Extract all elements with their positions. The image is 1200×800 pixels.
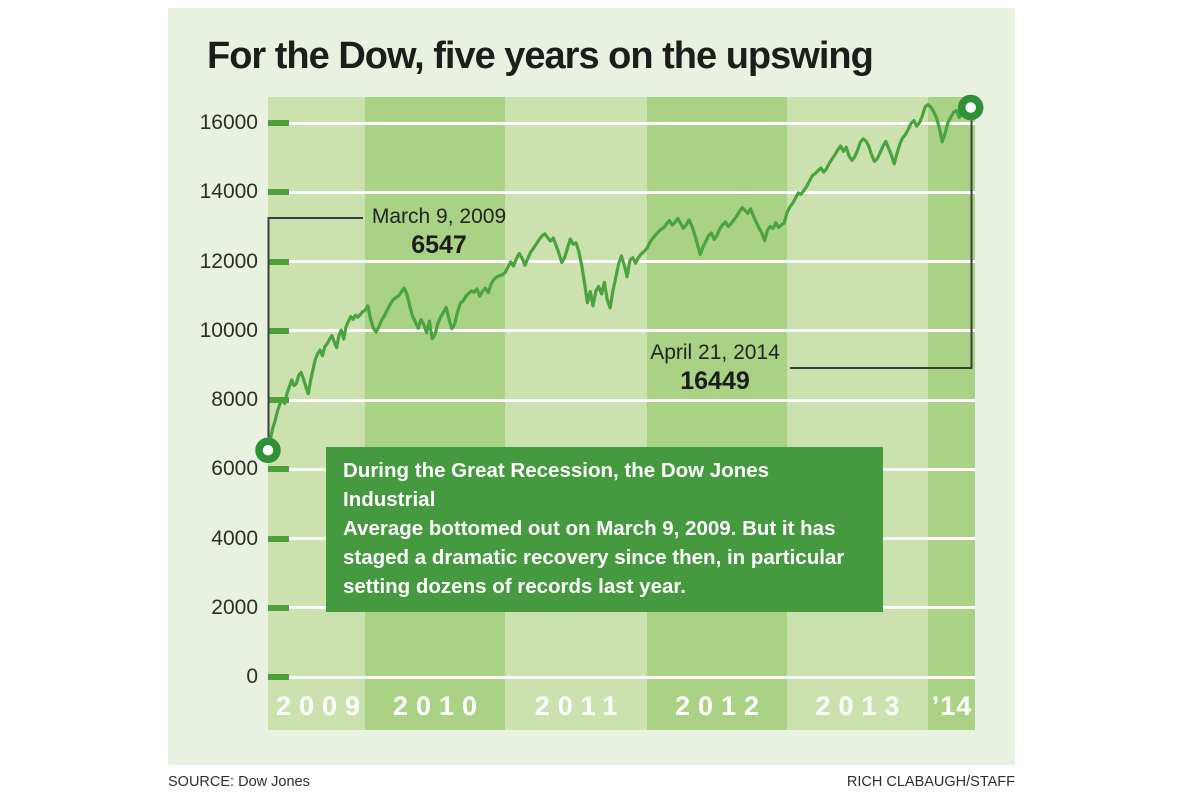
y-axis-label: 0 [246, 665, 258, 688]
annotation-start: March 9, 2009 6547 [368, 204, 510, 260]
gridline-0 [268, 675, 975, 679]
annotation-end-value: 16449 [680, 367, 750, 395]
author-credit: RICH CLABAUGH/STAFF [846, 774, 1015, 790]
y-axis-label: 6000 [211, 457, 258, 481]
gridline-8000 [268, 398, 975, 402]
x-year-label: ’14 [931, 691, 973, 721]
y-tick-0 [268, 674, 289, 680]
y-tick-4000 [268, 535, 289, 542]
x-year-label: 2013 [815, 691, 908, 721]
gridline-16000 [268, 121, 975, 125]
chart-title: For the Dow, five years on the upswing [207, 35, 874, 77]
x-year-label: 2010 [392, 691, 486, 721]
y-axis-label: 8000 [211, 388, 258, 411]
y-tick-8000 [268, 397, 289, 403]
y-axis-label: 14000 [199, 180, 258, 204]
annotation-end-date: April 21, 2014 [650, 341, 780, 364]
annotation-start-value: 6547 [411, 231, 467, 259]
y-axis-label: 16000 [199, 111, 258, 134]
y-tick-12000 [268, 258, 289, 265]
gridline-10000 [268, 329, 975, 333]
x-year-label: 2009 [276, 691, 369, 721]
annotation-start-date: March 9, 2009 [371, 205, 507, 228]
gridline-14000 [268, 190, 975, 194]
y-axis-label: 12000 [199, 249, 258, 273]
source-credit: SOURCE: Dow Jones [168, 774, 310, 790]
gridline-12000 [268, 260, 975, 263]
y-tick-16000 [268, 120, 289, 126]
y-tick-14000 [268, 189, 289, 196]
recession-note-box: During the Great Recession, the Dow Jone… [326, 447, 883, 612]
y-axis-label: 10000 [199, 318, 258, 342]
annotation-end: April 21, 2014 16449 [640, 340, 790, 396]
x-year-label: 2012 [674, 691, 768, 721]
y-axis-label: 4000 [211, 526, 258, 550]
y-tick-2000 [268, 604, 289, 611]
y-axis-label: 2000 [211, 595, 258, 619]
y-tick-10000 [268, 327, 289, 334]
x-year-label: 2011 [534, 691, 626, 721]
y-tick-6000 [268, 466, 289, 473]
